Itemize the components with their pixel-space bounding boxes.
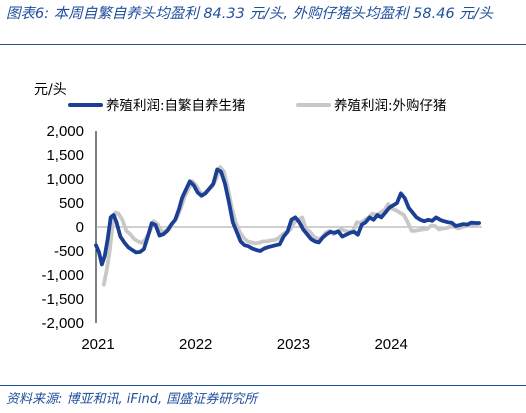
series-line-1: [94, 167, 481, 267]
x-tick-label: 2024: [374, 336, 407, 353]
legend-label-series-2: 养殖利润:外购仔猪: [334, 97, 447, 114]
legend: 养殖利润:自繁自养生猪 养殖利润:外购仔猪: [68, 97, 447, 114]
y-tick-label: -1,500: [41, 291, 84, 308]
y-tick-label: -2,000: [41, 315, 84, 332]
footer-divider: [0, 385, 526, 386]
chart-title: 图表6: 本周自繁自养头均盈利 84.33 元/头, 外购仔猪头均盈利 58.4…: [6, 6, 494, 22]
source-note: 资料来源: 博亚和讯, iFind, 国盛证券研究所: [6, 392, 258, 407]
y-axis: 2,000 1,500 1,000 500 0 -500 -1,000 -1,500 -2,00…: [41, 123, 97, 332]
x-tick-label: 2022: [179, 336, 212, 353]
y-tick-label: 0: [76, 219, 84, 236]
title-divider: [0, 44, 526, 45]
series-layer: [94, 165, 481, 287]
y-tick-label: -500: [54, 243, 84, 260]
y-unit-label: 元/头: [34, 82, 67, 98]
x-tick-label: 2023: [277, 336, 310, 353]
legend-label-series-1: 养殖利润:自繁自养生猪: [106, 97, 246, 114]
y-tick-label: 1,000: [46, 171, 84, 188]
x-tick-label: 2021: [81, 336, 114, 353]
x-axis: 2021 2022 2023 2024: [81, 226, 482, 353]
y-tick-label: 500: [59, 195, 84, 212]
y-tick-label: 1,500: [46, 147, 84, 164]
y-tick-label: -1,000: [41, 267, 84, 284]
y-tick-label: 2,000: [46, 123, 84, 140]
line-chart: 元/头 养殖利润:自繁自养生猪 养殖利润:外购仔猪 2,000 1,500 1,00…: [34, 82, 482, 353]
